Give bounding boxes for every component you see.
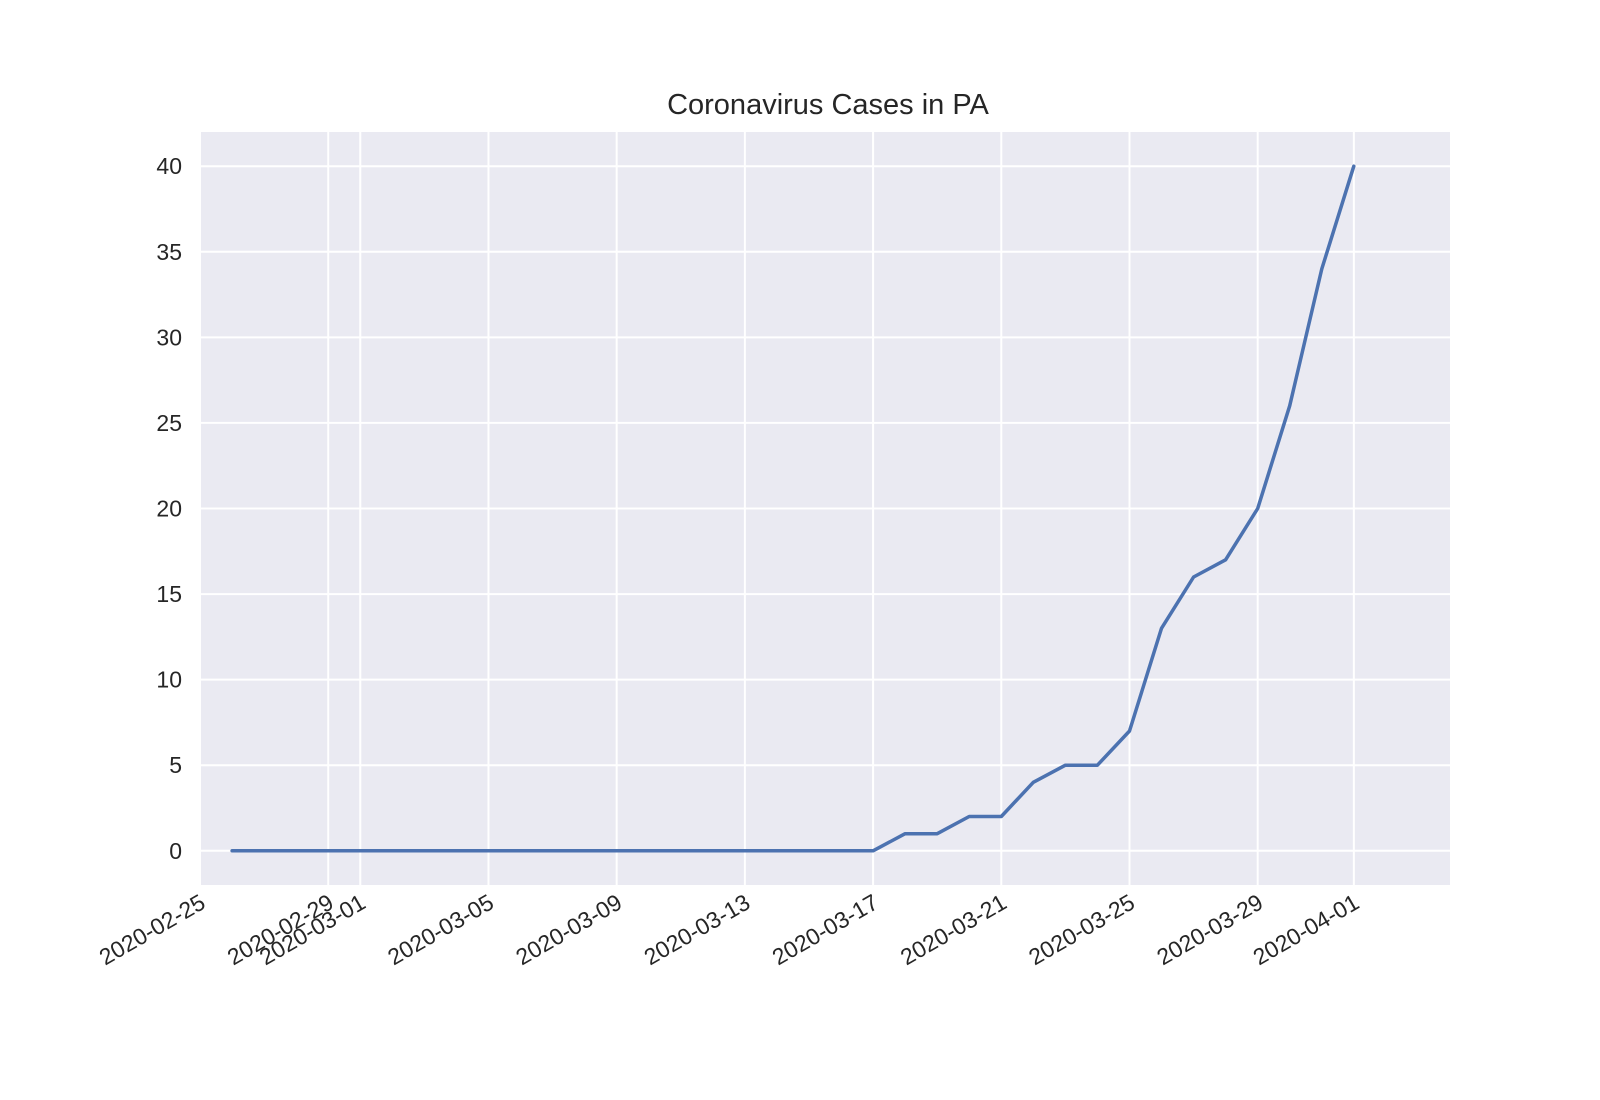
y-tick-label: 20 bbox=[156, 496, 182, 522]
y-tick-label: 30 bbox=[156, 324, 182, 350]
y-tick-label: 35 bbox=[156, 239, 182, 265]
x-tick-label: 2020-03-05 bbox=[383, 889, 498, 970]
x-tick-label: 2020-04-01 bbox=[1248, 889, 1363, 970]
y-gridlines bbox=[200, 165, 1450, 852]
x-tick-label: 2020-03-25 bbox=[1024, 889, 1139, 970]
y-tick-label: 0 bbox=[169, 838, 182, 864]
x-tick-label: 2020-03-21 bbox=[896, 889, 1011, 970]
x-tick-label: 2020-03-29 bbox=[1152, 889, 1267, 970]
series-line-cases bbox=[230, 164, 1356, 853]
y-tick-label: 10 bbox=[156, 667, 182, 693]
chart-title: Coronavirus Cases in PA bbox=[667, 89, 989, 121]
y-tick-label: 5 bbox=[169, 752, 182, 778]
x-tick-label: 2020-02-25 bbox=[95, 889, 210, 970]
x-tick-label: 2020-03-09 bbox=[511, 889, 626, 970]
x-tick-label: 2020-03-17 bbox=[768, 889, 883, 970]
y-tick-label: 25 bbox=[156, 410, 182, 436]
y-tick-label: 15 bbox=[156, 581, 182, 607]
y-tick-label: 40 bbox=[156, 153, 182, 179]
y-axis-tick-labels: 0 5 10 15 20 25 30 35 40 bbox=[156, 153, 182, 864]
x-tick-label: 2020-03-13 bbox=[639, 889, 754, 970]
